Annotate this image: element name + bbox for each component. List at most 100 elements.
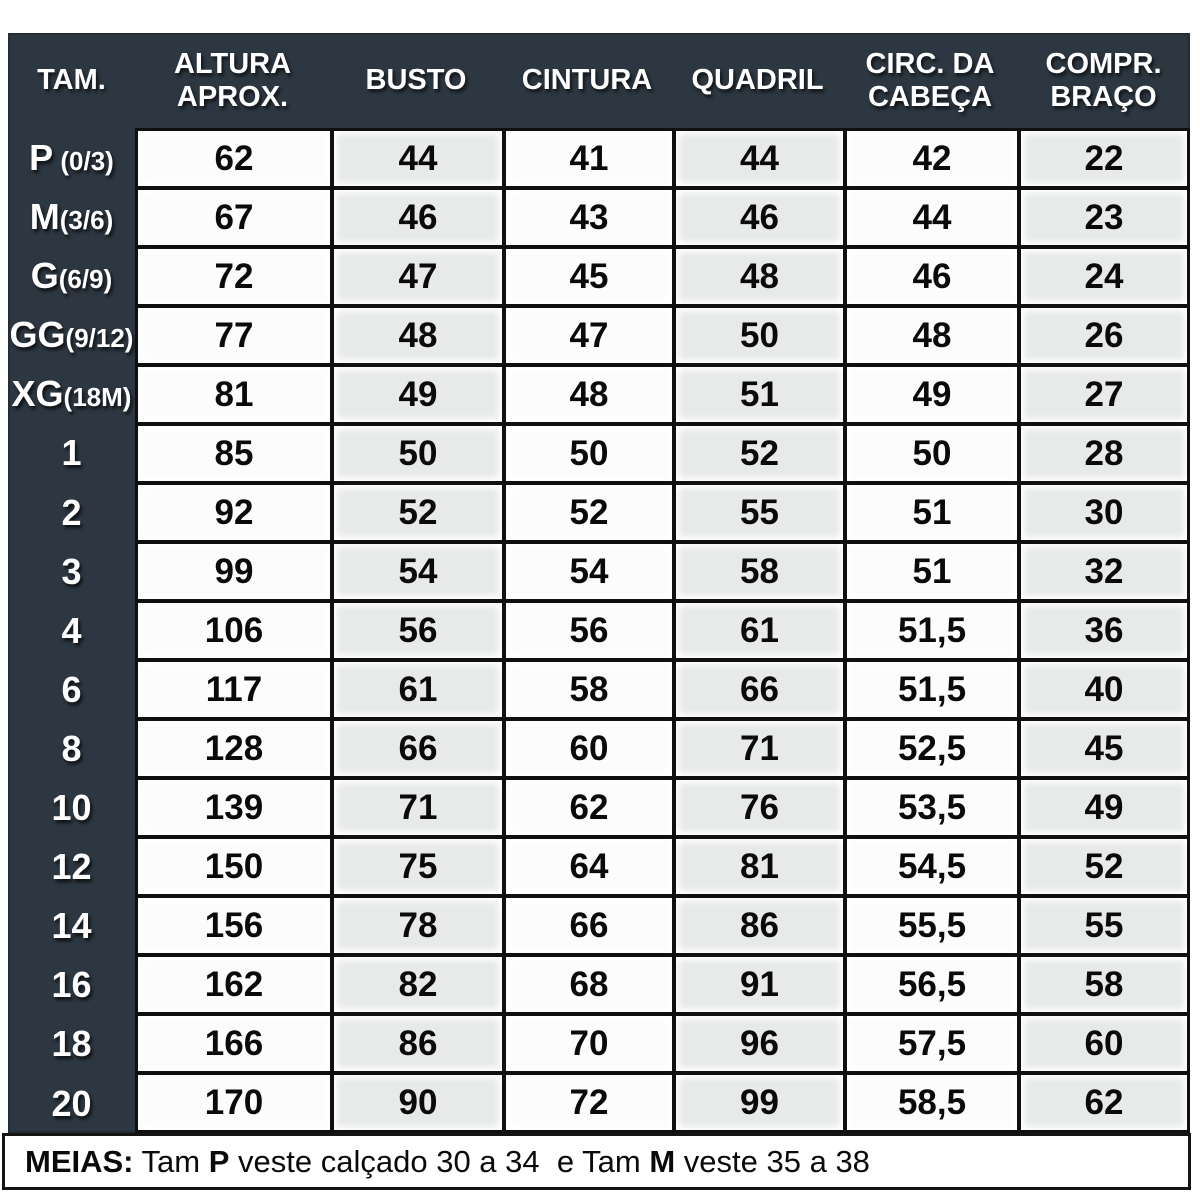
cell-busto-row2: 47 xyxy=(334,249,502,304)
cell-circ-cabeca-row0: 42 xyxy=(847,131,1017,186)
cell-circ-cabeca-row16: 58,5 xyxy=(847,1075,1017,1130)
size-column: P (0/3) M(3/6) G(6/9) GG(9/12) XG(18M) 1 2 3 4 6 8… xyxy=(8,128,135,1133)
cell-cintura-row6: 52 xyxy=(506,485,672,540)
cell-quadril-row16: 99 xyxy=(676,1075,843,1130)
cell-cintura-row0: 41 xyxy=(506,131,672,186)
size-label-6: 6 xyxy=(8,660,135,719)
column-header-quadril: QUADRIL xyxy=(691,64,824,97)
size-label-m: M(3/6) xyxy=(8,187,135,246)
cell-quadril-row3: 50 xyxy=(676,308,843,363)
size-code: 2 xyxy=(61,491,82,533)
cell-cintura-row12: 64 xyxy=(506,839,672,894)
cell-cintura-row8: 56 xyxy=(506,603,672,658)
size-label-4: 4 xyxy=(8,601,135,660)
size-age-range: (6/9) xyxy=(58,264,113,295)
cell-altura-aprox-row9: 117 xyxy=(138,662,330,717)
cell-compr-braco-row14: 58 xyxy=(1021,957,1187,1012)
cell-quadril-row8: 61 xyxy=(676,603,843,658)
cell-busto-row1: 46 xyxy=(334,190,502,245)
cell-altura-aprox-row0: 62 xyxy=(138,131,330,186)
cell-altura-aprox-row3: 77 xyxy=(138,308,330,363)
cell-altura-aprox-row4: 81 xyxy=(138,367,330,422)
cell-busto-row9: 61 xyxy=(334,662,502,717)
footer-note: MEIAS: Tam P veste calçado 30 a 34 e Tam… xyxy=(2,1133,1191,1190)
size-code: 1 xyxy=(61,432,82,474)
cell-compr-braco-row8: 36 xyxy=(1021,603,1187,658)
cell-circ-cabeca-row2: 46 xyxy=(847,249,1017,304)
cell-cintura-row14: 68 xyxy=(506,957,672,1012)
cell-cintura-row5: 50 xyxy=(506,426,672,481)
cell-quadril-row7: 58 xyxy=(676,544,843,599)
cell-circ-cabeca-row14: 56,5 xyxy=(847,957,1017,1012)
cell-cintura-row15: 70 xyxy=(506,1016,672,1071)
cell-compr-braco-row6: 30 xyxy=(1021,485,1187,540)
cell-busto-row6: 52 xyxy=(334,485,502,540)
cell-altura-aprox-row7: 99 xyxy=(138,544,330,599)
size-code: 3 xyxy=(61,550,82,592)
size-label-gg: GG(9/12) xyxy=(8,305,135,364)
cell-cintura-row4: 48 xyxy=(506,367,672,422)
cell-cintura-row7: 54 xyxy=(506,544,672,599)
cell-quadril-row5: 52 xyxy=(676,426,843,481)
cell-quadril-row0: 44 xyxy=(676,131,843,186)
cell-cintura-row1: 43 xyxy=(506,190,672,245)
footer-text-3: veste 35 a 38 xyxy=(675,1143,870,1179)
cell-altura-aprox-row6: 92 xyxy=(138,485,330,540)
size-code: 16 xyxy=(51,964,92,1006)
column-header-busto: BUSTO xyxy=(365,64,467,97)
cell-cintura-row9: 58 xyxy=(506,662,672,717)
cell-compr-braco-row16: 62 xyxy=(1021,1075,1187,1130)
size-label-12: 12 xyxy=(8,837,135,896)
cell-busto-row11: 71 xyxy=(334,780,502,835)
cell-cintura-row16: 72 xyxy=(506,1075,672,1130)
cell-quadril-row2: 48 xyxy=(676,249,843,304)
cell-cintura-row3: 47 xyxy=(506,308,672,363)
cell-circ-cabeca-row7: 51 xyxy=(847,544,1017,599)
size-code: M xyxy=(29,196,60,238)
cell-altura-aprox-row8: 106 xyxy=(138,603,330,658)
cell-busto-row8: 56 xyxy=(334,603,502,658)
cell-altura-aprox-row12: 150 xyxy=(138,839,330,894)
cell-compr-braco-row9: 40 xyxy=(1021,662,1187,717)
size-label-1: 1 xyxy=(8,423,135,482)
cell-busto-row4: 49 xyxy=(334,367,502,422)
column-header-tam: TAM. xyxy=(37,64,106,97)
cell-circ-cabeca-row6: 51 xyxy=(847,485,1017,540)
cell-busto-row15: 86 xyxy=(334,1016,502,1071)
column-header-altura-aprox: ALTURA APROX. xyxy=(173,48,292,113)
cell-cintura-row11: 62 xyxy=(506,780,672,835)
size-table-panel: TAM. ALTURA APROX. BUSTO CINTURA QUADRIL CIRC… xyxy=(8,33,1190,1133)
cell-compr-braco-row15: 60 xyxy=(1021,1016,1187,1071)
cell-circ-cabeca-row13: 55,5 xyxy=(847,898,1017,953)
cell-compr-braco-row12: 52 xyxy=(1021,839,1187,894)
cell-compr-braco-row10: 45 xyxy=(1021,721,1187,776)
cell-compr-braco-row1: 23 xyxy=(1021,190,1187,245)
size-code: 4 xyxy=(61,609,82,651)
size-code: P xyxy=(29,137,54,178)
cell-altura-aprox-row1: 67 xyxy=(138,190,330,245)
footer-label: MEIAS: xyxy=(25,1143,134,1179)
cell-altura-aprox-row2: 72 xyxy=(138,249,330,304)
cell-busto-row5: 50 xyxy=(334,426,502,481)
cell-altura-aprox-row5: 85 xyxy=(138,426,330,481)
cell-quadril-row1: 46 xyxy=(676,190,843,245)
cell-quadril-row14: 91 xyxy=(676,957,843,1012)
size-label-10: 10 xyxy=(8,778,135,837)
footer-text-1: Tam xyxy=(133,1143,209,1179)
size-label-xg: XG(18M) xyxy=(8,364,135,423)
size-label-g: G(6/9) xyxy=(8,246,135,305)
size-label-18: 18 xyxy=(8,1014,135,1073)
cell-quadril-row12: 81 xyxy=(676,839,843,894)
cell-circ-cabeca-row9: 51,5 xyxy=(847,662,1017,717)
size-age-range: (18M) xyxy=(63,382,132,413)
table-body: 62 44 41 44 42 22 67 46 43 46 44 23 72 47 45 48 46 24 77 48… xyxy=(135,128,1190,1133)
cell-compr-braco-row0: 22 xyxy=(1021,131,1187,186)
cell-circ-cabeca-row11: 53,5 xyxy=(847,780,1017,835)
cell-compr-braco-row11: 49 xyxy=(1021,780,1187,835)
cell-busto-row16: 90 xyxy=(334,1075,502,1130)
size-age-range: (9/12) xyxy=(65,323,134,354)
size-label-2: 2 xyxy=(8,483,135,542)
cell-busto-row3: 48 xyxy=(334,308,502,363)
size-code: G xyxy=(30,255,59,297)
size-label-8: 8 xyxy=(8,719,135,778)
